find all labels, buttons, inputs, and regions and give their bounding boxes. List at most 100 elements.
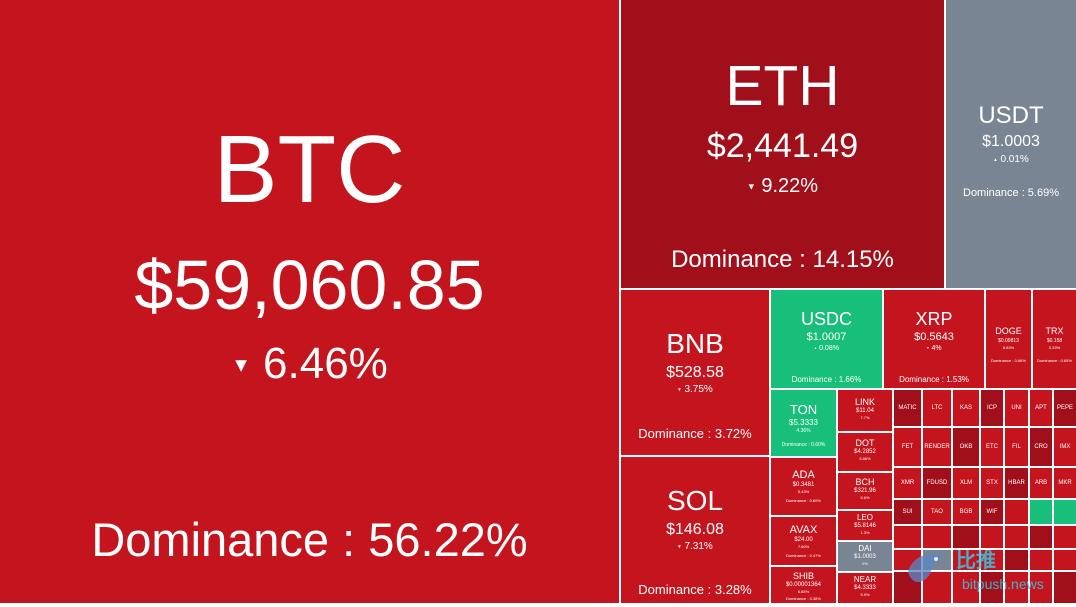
tile-leo[interactable]: LEO $5.8146 1.3%	[838, 511, 892, 540]
tile-btc[interactable]: BTC $59,060.85 ▼ 6.46% Dominance : 56.22…	[0, 0, 619, 603]
coin-price: $0.3481	[792, 482, 815, 488]
mini-coin-tile[interactable]	[1030, 550, 1052, 570]
coin-change: 0%	[862, 561, 868, 566]
coin-price: $0.00001364	[785, 582, 822, 588]
mini-coin-tile[interactable]: IMX	[1054, 428, 1076, 466]
mini-coin-tile[interactable]: XLM	[953, 468, 979, 498]
tile-link[interactable]: LINK $11.04 7.7%	[838, 390, 892, 431]
tile-trx[interactable]: TRX $0.158 0.33% Dominance : 0.65%	[1033, 290, 1076, 388]
tile-usdt[interactable]: USDT $1.0003 ▲ 0.01% Dominance : 5.69%	[946, 0, 1076, 288]
tile-sol[interactable]: SOL $146.08 ▼ 7.31% Dominance : 3.28%	[621, 457, 769, 603]
coin-symbol: SUI	[902, 509, 913, 515]
coin-symbol: MATIC	[898, 405, 917, 411]
tile-avax[interactable]: AVAX $24.00 7.66% Dominance : 0.47%	[771, 517, 836, 565]
mini-coin-tile[interactable]: APT	[1030, 390, 1052, 426]
mini-coin-tile[interactable]	[1054, 550, 1076, 570]
coin-price: $59,060.85	[134, 246, 485, 324]
coin-dominance: Dominance : 0.38%	[786, 596, 821, 601]
coin-change: 6.85%	[797, 589, 810, 594]
tile-near[interactable]: NEAR $4.3333 5.9%	[838, 573, 892, 603]
coin-dominance: Dominance : 0.60%	[781, 442, 826, 448]
mini-coin-tile[interactable]	[1030, 500, 1052, 524]
tile-bch[interactable]: BCH $321.96 5.6%	[838, 473, 892, 509]
mini-coin-tile[interactable]	[923, 526, 951, 548]
tile-bnb[interactable]: BNB $528.58 ▼ 3.75% Dominance : 3.72%	[621, 290, 769, 455]
coin-change: 7.7%	[860, 415, 870, 420]
tile-dot[interactable]: DOT $4.2852 5.86%	[838, 433, 892, 471]
mini-coin-tile[interactable]	[953, 550, 979, 570]
tile-xrp[interactable]: XRP $0.5643 ▼ 4% Dominance : 1.53%	[884, 290, 984, 388]
coin-change: ▼ 3.75%	[677, 384, 713, 395]
coin-dominance: Dominance : 0.65%	[1037, 358, 1072, 363]
up-arrow-icon: ▲	[993, 156, 998, 162]
mini-coin-tile[interactable]	[1005, 572, 1028, 603]
mini-coin-tile[interactable]: MKR	[1054, 468, 1076, 498]
mini-coin-tile[interactable]: UNI	[1005, 390, 1028, 426]
coin-symbol: XMR	[900, 480, 915, 486]
mini-coin-tile[interactable]: FIL	[1005, 428, 1028, 466]
mini-coin-tile[interactable]: LTC	[923, 390, 951, 426]
coin-symbol: TON	[789, 402, 818, 417]
change-value: 6.46%	[263, 339, 388, 388]
mini-coin-tile[interactable]: MATIC	[894, 390, 921, 426]
mini-coin-tile[interactable]	[894, 526, 921, 548]
coin-change: ▼ 6.46%	[231, 342, 388, 386]
mini-coin-tile[interactable]	[981, 572, 1003, 603]
down-arrow-icon: ▼	[926, 346, 930, 351]
coin-change: 5.86%	[859, 456, 871, 461]
coin-change: ▼ 4%	[926, 345, 941, 352]
coin-change: 0.33%	[1048, 345, 1061, 350]
mini-coin-tile[interactable]: HBAR	[1005, 468, 1028, 498]
mini-coin-tile[interactable]	[1030, 572, 1052, 603]
coin-symbol: IMX	[1059, 444, 1071, 450]
coin-change: 7.66%	[797, 544, 810, 549]
mini-coin-tile[interactable]	[1005, 500, 1028, 524]
tile-eth[interactable]: ETH $2,441.49 ▼ 9.22% Dominance : 14.15%	[621, 0, 944, 288]
mini-coin-tile[interactable]	[1054, 526, 1076, 548]
tile-shib[interactable]: SHIB $0.00001364 6.85% Dominance : 0.38%	[771, 567, 836, 603]
mini-coin-tile[interactable]: PEPE	[1054, 390, 1076, 426]
coin-dominance: Dominance : 0.60%	[786, 498, 821, 503]
coin-symbol: FDUSD	[926, 480, 948, 486]
mini-coin-tile[interactable]: FDUSD	[923, 468, 951, 498]
coin-price: $11.04	[856, 408, 874, 414]
mini-coin-tile[interactable]: XMR	[894, 468, 921, 498]
mini-coin-tile[interactable]: FET	[894, 428, 921, 466]
tile-usdc[interactable]: USDC $1.0007 ▲ 0.08% Dominance : 1.66%	[771, 290, 882, 388]
mini-coin-tile[interactable]: BGB	[953, 500, 979, 524]
watermark: 比推 bitpush.news	[900, 542, 1044, 597]
mini-coin-tile[interactable]: KAS	[953, 390, 979, 426]
mini-coin-tile[interactable]: TAO	[923, 500, 951, 524]
coin-change: ▼ 9.22%	[747, 175, 818, 198]
mini-tiles-area: MATIC LTC KAS ICP UNI APT PEPE FET RENDER OKB ETC F…	[894, 390, 1076, 603]
mini-coin-tile[interactable]	[981, 550, 1003, 570]
mini-coin-tile[interactable]: WIF	[981, 500, 1003, 524]
mini-coin-tile[interactable]	[981, 526, 1003, 548]
mini-coin-tile[interactable]: ARB	[1030, 468, 1052, 498]
coin-symbol: ETC	[986, 444, 998, 450]
mini-coin-tile[interactable]	[1054, 572, 1076, 603]
coin-change: ▲ 0.08%	[814, 345, 839, 352]
mini-coin-tile[interactable]	[1005, 526, 1028, 548]
mini-coin-tile[interactable]: ETC	[981, 428, 1003, 466]
mini-coin-tile[interactable]: OKB	[953, 428, 979, 466]
tile-doge[interactable]: DOGE $0.09813 8.63% Dominance : 0.66%	[986, 290, 1031, 388]
coin-symbol: BCH	[855, 477, 875, 487]
tile-ada[interactable]: ADA $0.3481 5.43% Dominance : 0.60%	[771, 458, 836, 515]
mini-coin-tile[interactable]: SUI	[894, 500, 921, 524]
mini-coin-tile[interactable]: STX	[981, 468, 1003, 498]
mini-coin-tile[interactable]	[1054, 500, 1076, 524]
mini-coin-tile[interactable]	[1030, 526, 1052, 548]
mini-coin-tile[interactable]: RENDER	[923, 428, 951, 466]
tile-ton[interactable]: TON $5.3333 4.36% Dominance : 0.60%	[771, 390, 836, 456]
coin-dominance: Dominance : 3.28%	[638, 582, 752, 597]
coin-symbol: USDT	[978, 102, 1044, 129]
mini-coin-tile[interactable]	[953, 572, 979, 603]
mini-coin-tile[interactable]	[1005, 550, 1028, 570]
coin-price: $0.158	[1046, 338, 1063, 344]
up-arrow-icon: ▲	[814, 346, 818, 351]
tile-dai[interactable]: DAI $1.0003 0%	[838, 542, 892, 571]
mini-coin-tile[interactable]: ICP	[981, 390, 1003, 426]
mini-coin-tile[interactable]	[953, 526, 979, 548]
mini-coin-tile[interactable]: CRO	[1030, 428, 1052, 466]
